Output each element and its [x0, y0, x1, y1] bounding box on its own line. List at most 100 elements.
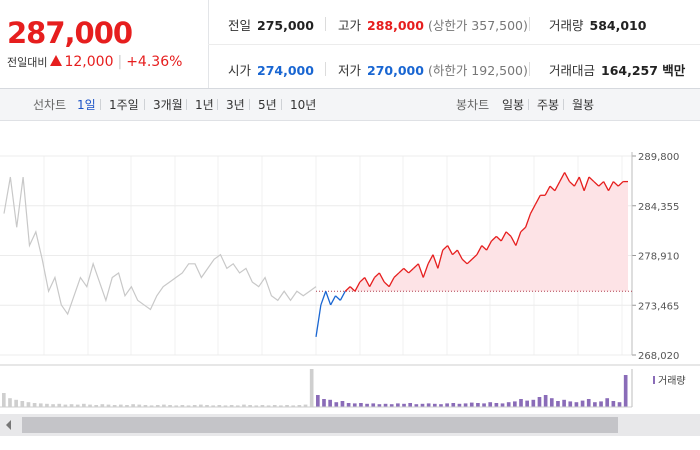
stat-label: 거래량 [549, 18, 584, 33]
volume-bar [168, 405, 172, 407]
volume-bar [303, 404, 308, 407]
volume-bar [445, 403, 449, 407]
volume-bar [340, 401, 345, 407]
tab-monthly-candle[interactable]: 월봉 [572, 98, 595, 112]
tab-10-years[interactable]: 10년 [290, 98, 317, 112]
y-tick-label: 278,910 [638, 252, 679, 263]
price-segment-up [369, 277, 376, 287]
volume-bar [272, 405, 277, 407]
change-value: 12,000 [64, 54, 114, 70]
price-segment-up [378, 272, 385, 283]
volume-bar [346, 403, 351, 407]
tab-1-week[interactable]: 1주일 [109, 98, 139, 112]
volume-bar [334, 402, 339, 407]
line-chart-title: 선차트 [33, 98, 67, 112]
scroll-left-arrow-icon[interactable] [6, 420, 11, 430]
divider [325, 17, 326, 31]
price-segment-up [495, 235, 502, 242]
stat-open: 시가 274,000 [228, 60, 314, 79]
price-segment-up [578, 176, 585, 191]
price-segment-up [364, 277, 371, 287]
price-segment-up [417, 263, 424, 278]
volume-bar [482, 403, 486, 407]
change-label: 전일대비 [7, 56, 48, 69]
divider [281, 99, 282, 110]
volume-bar [426, 403, 431, 407]
volume-bar [519, 399, 523, 407]
price-segment-up [383, 281, 390, 288]
stat-label: 시가 [228, 63, 252, 78]
up-triangle-icon [50, 55, 63, 66]
tab-5-years[interactable]: 5년 [258, 98, 277, 112]
volume-bar [476, 403, 480, 407]
volume-bar [143, 405, 148, 407]
divider [528, 99, 529, 110]
price-segment-up [374, 272, 380, 278]
price-segment-up [349, 286, 356, 292]
price-segment-up [359, 277, 366, 283]
price-segment-up [534, 194, 541, 205]
price-segment-down [339, 290, 346, 301]
price-segment-up [471, 254, 478, 260]
price-segment-up [549, 185, 556, 192]
volume-bar [26, 402, 31, 407]
price-segment-down [325, 291, 332, 306]
price-segment-up [491, 235, 497, 242]
price-segment-up [354, 281, 361, 292]
volume-bar [192, 405, 197, 407]
volume-bar [229, 405, 234, 407]
volume-bar [69, 404, 74, 407]
volume-bar [199, 404, 203, 407]
volume-bar [420, 403, 425, 407]
volume-bar [291, 405, 296, 407]
volume-bar [205, 405, 209, 407]
volume-bar [537, 397, 542, 407]
price-segment-up [505, 231, 512, 237]
price-segment-up [569, 181, 575, 187]
stat-label: 고가 [338, 18, 362, 33]
tab-3-years[interactable]: 3년 [226, 98, 245, 112]
y-tick-label: 273,465 [638, 301, 679, 312]
tab-1-year[interactable]: 1년 [195, 98, 214, 112]
volume-bar [432, 403, 437, 407]
volume-bar [549, 398, 554, 407]
volume-bar [352, 403, 357, 407]
volume-bar [180, 405, 185, 407]
divider [186, 99, 187, 110]
volume-bar [617, 402, 622, 407]
price-segment-up [344, 286, 351, 292]
divider [529, 62, 530, 76]
tab-1-day[interactable]: 1일 [77, 98, 96, 112]
volume-bar [513, 401, 517, 407]
stat-amount: 거래대금 164,257 백만 [549, 60, 685, 79]
price-segment-up [510, 236, 517, 246]
stat-value: 288,000 [367, 18, 424, 33]
divider [208, 44, 700, 45]
price-segment-up [466, 258, 473, 265]
volume-bar [556, 401, 560, 407]
tab-weekly-candle[interactable]: 주봉 [537, 98, 560, 112]
volume-bar [611, 401, 616, 407]
divider [529, 17, 530, 31]
price-segment-up [481, 245, 488, 251]
volume-bar [20, 401, 25, 407]
chart-scrollbar[interactable] [0, 414, 700, 436]
tab-daily-candle[interactable]: 일봉 [502, 98, 525, 112]
volume-bar [488, 402, 493, 407]
price-segment-up [515, 231, 522, 246]
divider [100, 99, 101, 110]
tab-3-months[interactable]: 3개월 [153, 98, 183, 112]
volume-bar [75, 404, 80, 407]
divider [325, 62, 326, 76]
volume-bar [396, 403, 400, 407]
volume-bar [149, 405, 154, 407]
scrollbar-thumb[interactable] [22, 417, 618, 433]
candle-chart-title: 봉차트 [456, 98, 490, 112]
divider: | [117, 54, 123, 70]
previous-day-price-line [3, 176, 317, 316]
volume-bar [580, 400, 585, 407]
gain-area-fill [316, 172, 628, 292]
volume-bar [383, 403, 388, 407]
volume-bar [297, 405, 302, 407]
price-summary: 287,000 전일대비 12,000 | +4.36% [0, 0, 209, 88]
